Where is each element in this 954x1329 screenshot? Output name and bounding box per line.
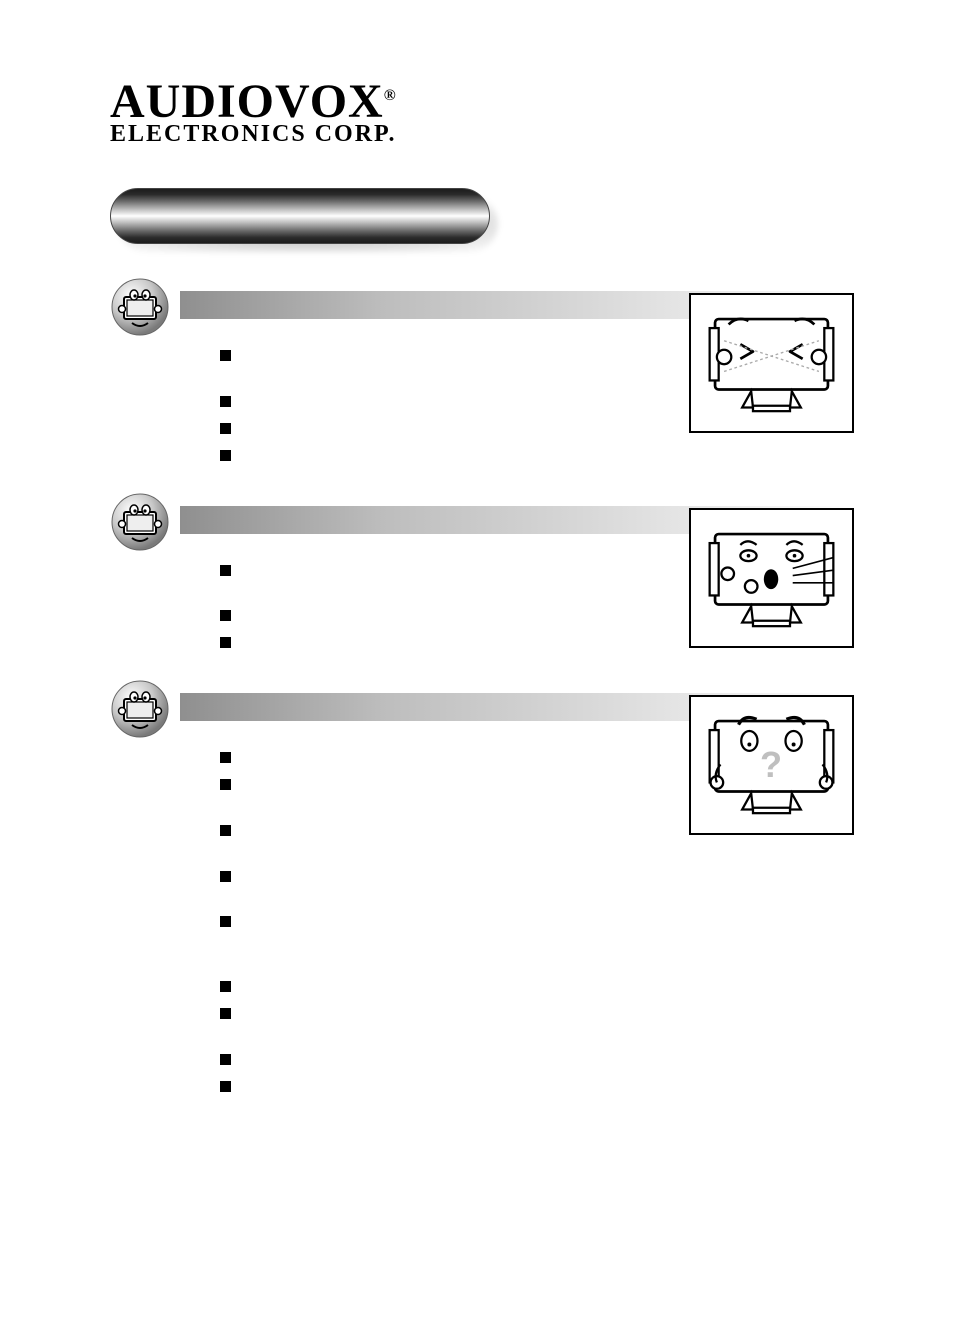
bullet-square-icon	[220, 752, 231, 763]
bullet-text	[249, 1049, 482, 1068]
tv-cartoon-icon	[697, 301, 846, 417]
bullet-square-icon	[220, 565, 231, 576]
mascot-sphere-icon	[110, 492, 170, 552]
tv-mascot-icon	[110, 492, 170, 552]
brand-block: AUDIOVOX® ELECTRONICS CORP.	[110, 80, 854, 148]
bullet-item	[220, 1072, 854, 1099]
bullet-text	[249, 391, 482, 410]
bullet-square-icon	[220, 610, 231, 621]
svg-text:?: ?	[760, 744, 782, 785]
bullet-square-icon	[220, 825, 231, 836]
bullet-text	[249, 820, 482, 858]
bullet-text	[249, 1076, 482, 1095]
bullet-text	[249, 445, 482, 464]
brand-subtitle: ELECTRONICS CORP.	[110, 121, 854, 148]
bullet-text	[249, 747, 482, 766]
pill-gradient	[110, 188, 490, 244]
mascot-sphere-icon	[110, 277, 170, 337]
bullet-square-icon	[220, 423, 231, 434]
section-1	[110, 283, 854, 477]
bullet-item	[220, 862, 854, 908]
bullet-text	[249, 345, 482, 383]
section-3: ?	[110, 685, 854, 1108]
tv-cartoon-icon	[697, 516, 846, 632]
bullet-square-icon	[220, 1054, 231, 1065]
bullet-square-icon	[220, 396, 231, 407]
bullet-text	[249, 605, 482, 624]
document-page: AUDIOVOX® ELECTRONICS CORP.	[0, 0, 954, 1149]
bullet-text	[249, 1003, 482, 1041]
section-2	[110, 498, 854, 666]
bullet-item	[220, 1045, 854, 1072]
sections-container: ?	[110, 283, 854, 1108]
tv-mascot-icon	[110, 679, 170, 739]
bullet-item	[220, 907, 854, 972]
bullet-text	[249, 976, 482, 995]
section-title-pill	[110, 188, 500, 248]
registered-mark: ®	[384, 87, 397, 104]
bullet-square-icon	[220, 450, 231, 461]
bullet-square-icon	[220, 350, 231, 361]
tv-mascot-icon	[110, 277, 170, 337]
bullet-square-icon	[220, 981, 231, 992]
bullet-square-icon	[220, 637, 231, 648]
bullet-text	[249, 911, 482, 968]
bullet-square-icon	[220, 779, 231, 790]
brand-name-text: AUDIOVOX	[110, 75, 384, 128]
bullet-square-icon	[220, 916, 231, 927]
tv-cartoon-icon: ?	[697, 703, 846, 819]
bullet-item	[220, 999, 854, 1045]
bullet-text	[249, 774, 482, 812]
brand-name: AUDIOVOX®	[110, 80, 854, 123]
bullet-text	[249, 866, 482, 904]
bullet-text	[249, 560, 482, 598]
bullet-text	[249, 632, 482, 651]
mascot-sphere-icon	[110, 679, 170, 739]
bullet-item	[220, 441, 854, 468]
illustration-thumb	[689, 293, 854, 433]
illustration-thumb	[689, 508, 854, 648]
illustration-thumb: ?	[689, 695, 854, 835]
bullet-square-icon	[220, 1008, 231, 1019]
bullet-square-icon	[220, 871, 231, 882]
bullet-square-icon	[220, 1081, 231, 1092]
bullet-text	[249, 418, 482, 437]
bullet-item	[220, 972, 854, 999]
